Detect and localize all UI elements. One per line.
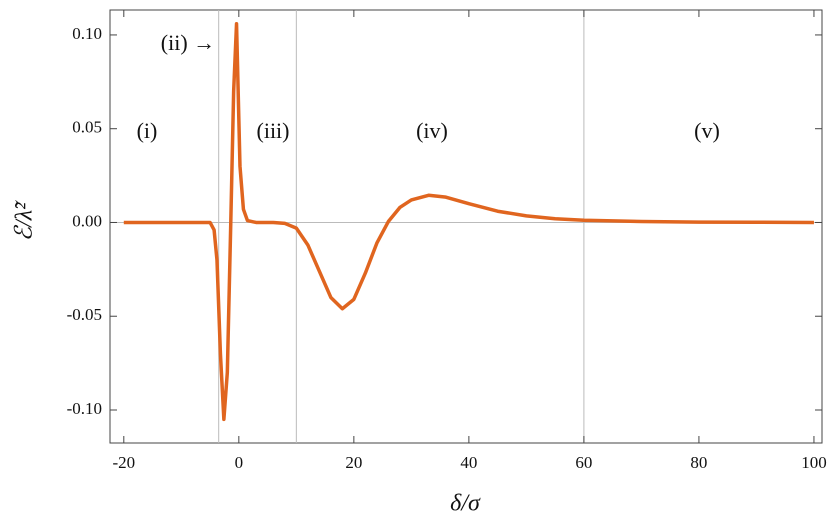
region-label: (iii) xyxy=(257,118,290,143)
x-tick-label: 80 xyxy=(690,453,707,472)
x-tick-label: 60 xyxy=(575,453,592,472)
y-tick-label: -0.10 xyxy=(67,399,102,418)
x-tick-label: -20 xyxy=(112,453,135,472)
region-label: (iv) xyxy=(416,118,448,143)
region-label: (i) xyxy=(137,118,158,143)
region-label: (v) xyxy=(694,118,720,143)
x-tick-label: 40 xyxy=(460,453,477,472)
y-tick-label: 0.00 xyxy=(72,211,102,230)
x-tick-label: 20 xyxy=(345,453,362,472)
x-tick-label: 0 xyxy=(235,453,244,472)
x-axis-label: δ/σ xyxy=(450,491,481,517)
plot-frame xyxy=(109,9,823,444)
region-label: (ii) → xyxy=(161,30,215,55)
y-tick-label: 0.10 xyxy=(72,24,102,43)
x-tick-label: 100 xyxy=(801,453,827,472)
y-axis-label: ℰ/λ̃² xyxy=(12,200,38,242)
data-line xyxy=(123,21,814,422)
y-tick-label: -0.05 xyxy=(67,305,102,324)
y-tick-label: 0.05 xyxy=(72,118,102,137)
